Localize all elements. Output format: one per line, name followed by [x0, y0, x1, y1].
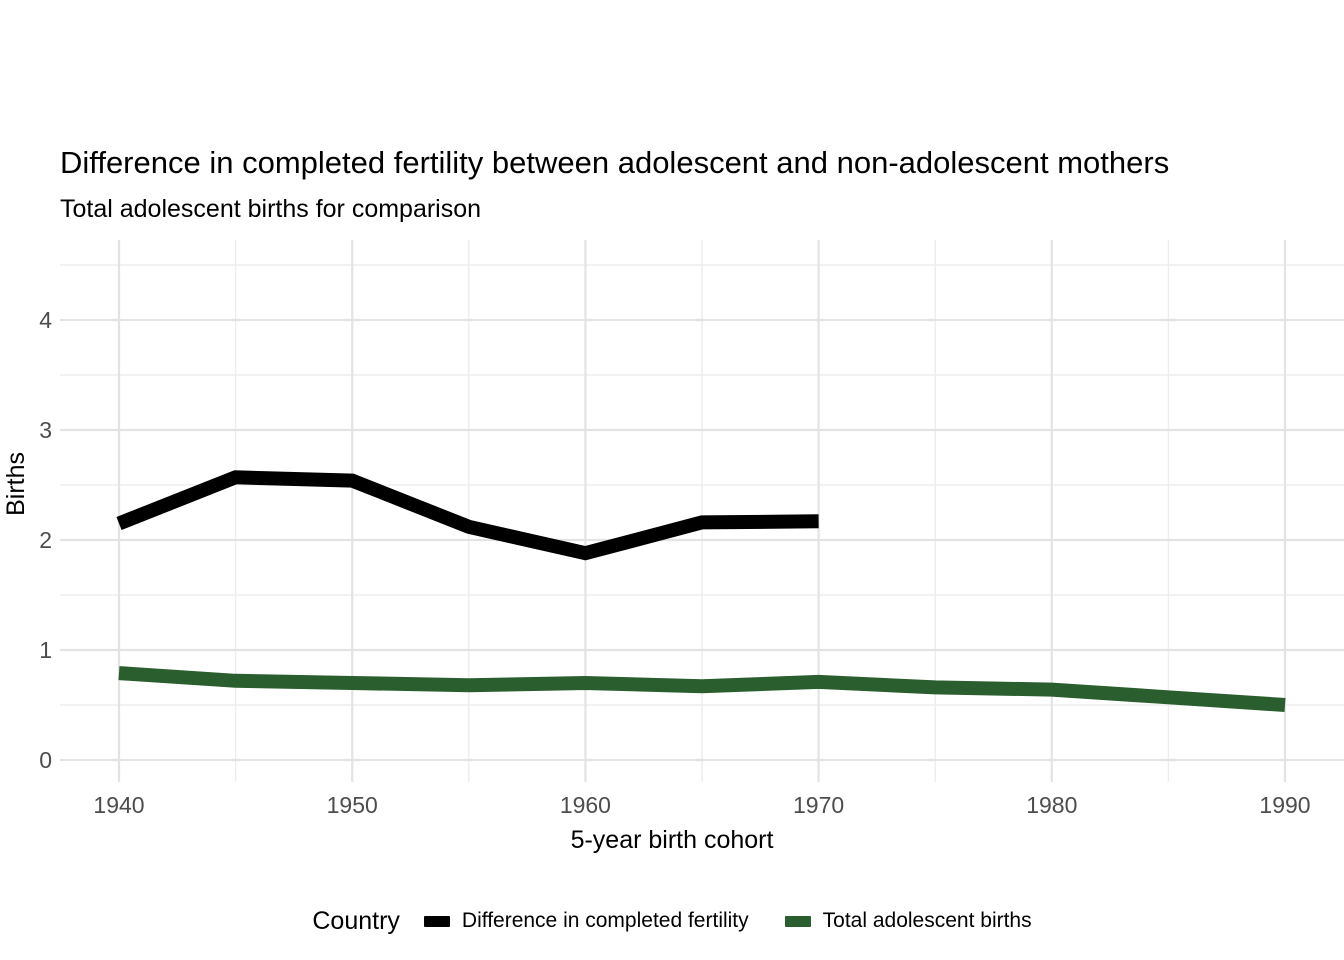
y-tick-label: 0: [39, 747, 52, 773]
legend-item-difference: Difference in completed fertility: [423, 909, 749, 933]
series-line-0: [116, 470, 819, 561]
x-axis-title: 5-year birth cohort: [570, 826, 774, 854]
chart-title: Difference in completed fertility betwee…: [60, 145, 1170, 180]
chart-subtitle: Total adolescent births for comparison: [60, 195, 482, 223]
y-tick-label: 2: [39, 527, 52, 553]
x-tick-label: 1970: [793, 792, 844, 818]
y-tick-label: 4: [39, 307, 52, 333]
legend-label-difference: Difference in completed fertility: [461, 909, 749, 932]
series-line-1: [118, 666, 1286, 712]
x-tick-label: 1950: [327, 792, 378, 818]
x-tick-label: 1960: [560, 792, 611, 818]
legend: Country Difference in completed fertilit…: [0, 902, 1344, 940]
y-tick-label: 3: [39, 417, 52, 443]
x-tick-label: 1990: [1259, 792, 1310, 818]
legend-title: Country: [312, 906, 400, 935]
legend-key-total-births-icon: [784, 915, 811, 927]
legend-label-total-births: Total adolescent births: [822, 909, 1032, 932]
legend-item-total-births: Total adolescent births: [784, 909, 1032, 933]
x-tick-label: 1980: [1026, 792, 1077, 818]
y-tick-label: 1: [39, 637, 52, 663]
x-tick-label: 1940: [93, 792, 144, 818]
legend-key-difference-icon: [423, 915, 450, 927]
y-axis-title: Births: [2, 452, 30, 516]
